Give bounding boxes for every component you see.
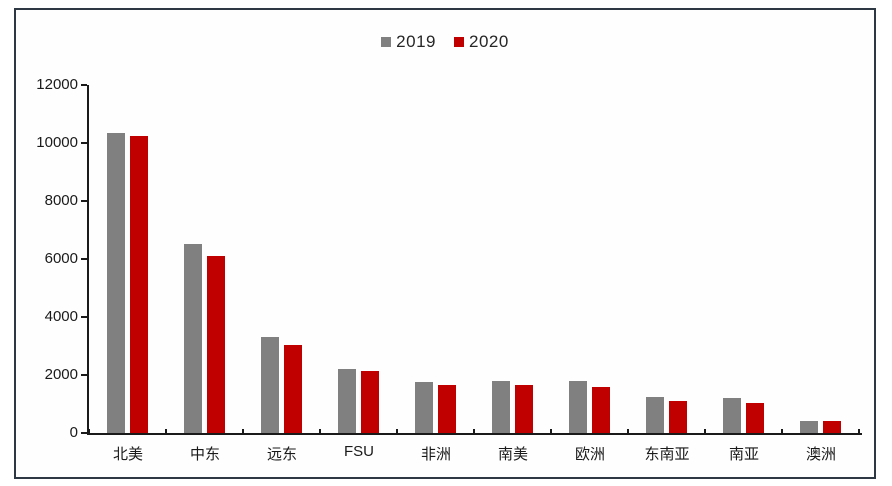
category-label-南美: 南美 (497, 446, 528, 463)
category-label-远东: 远东 (266, 446, 297, 463)
x-axis-tick (550, 429, 552, 434)
y-axis-line (87, 85, 89, 435)
y-axis-tick (81, 142, 87, 144)
legend-item-2020: 2020 (454, 32, 509, 52)
bar-2019-东南亚 (646, 397, 664, 433)
category-label-FSU: FSU (344, 443, 374, 460)
y-tick-label: 4000 (44, 308, 78, 325)
x-axis-tick (319, 429, 321, 434)
legend-swatch-icon (381, 37, 392, 47)
bar-2019-FSU (338, 369, 356, 433)
x-axis-tick (473, 429, 475, 434)
bar-2019-澳洲 (800, 421, 818, 433)
y-axis-tick (81, 84, 87, 86)
x-axis-tick (704, 429, 706, 434)
bar-2020-东南亚 (669, 401, 687, 433)
category-label-北美: 北美 (112, 446, 143, 463)
legend-swatch-icon (454, 37, 464, 47)
y-axis-tick (81, 374, 87, 376)
bar-2020-北美 (130, 136, 148, 433)
bar-2019-非洲 (415, 382, 433, 433)
category-label-南亚: 南亚 (728, 446, 759, 463)
y-axis-tick (81, 200, 87, 202)
bar-2020-南美 (515, 385, 533, 433)
bar-2020-欧洲 (592, 387, 610, 433)
x-axis-tick (242, 429, 244, 434)
y-tick-label: 8000 (44, 192, 78, 209)
bar-2020-非洲 (438, 385, 456, 433)
legend-item-2019: 2019 (381, 32, 436, 52)
x-axis-tick (165, 429, 167, 434)
y-tick-label: 6000 (44, 250, 78, 267)
category-label-非洲: 非洲 (420, 446, 451, 463)
category-label-欧洲: 欧洲 (574, 446, 605, 463)
x-axis-tick (88, 429, 90, 434)
y-axis-tick (81, 258, 87, 260)
x-axis-tick (858, 429, 860, 434)
category-label-东南亚: 东南亚 (644, 446, 690, 463)
bar-2019-中东 (184, 244, 202, 433)
x-axis-tick (781, 429, 783, 434)
chart-legend: 2019 2020 (16, 30, 874, 54)
x-axis-line (87, 433, 862, 435)
x-axis-tick (627, 429, 629, 434)
chart-frame: 2019 2020 0 2000 4000 6000 8000 10000 12000 北美 中东… (14, 8, 876, 479)
category-label-中东: 中东 (189, 446, 220, 463)
bar-2020-远东 (284, 345, 302, 433)
y-axis-tick (81, 432, 87, 434)
y-tick-label: 2000 (44, 366, 78, 383)
bar-2020-南亚 (746, 403, 764, 433)
bar-2019-北美 (107, 133, 125, 433)
bar-2019-远东 (261, 337, 279, 433)
x-axis-tick (396, 429, 398, 434)
y-tick-label: 0 (69, 424, 78, 441)
y-axis-tick (81, 316, 87, 318)
bar-2020-澳洲 (823, 421, 841, 433)
bar-2019-欧洲 (569, 381, 587, 433)
legend-label: 2020 (469, 32, 509, 51)
y-tick-label: 10000 (36, 134, 78, 151)
bar-2020-中东 (207, 256, 225, 433)
legend-label: 2019 (396, 32, 436, 51)
y-tick-label: 12000 (36, 76, 78, 93)
bar-2019-南美 (492, 381, 510, 433)
bar-2019-南亚 (723, 398, 741, 433)
bar-2020-FSU (361, 371, 379, 433)
category-label-澳洲: 澳洲 (805, 446, 836, 463)
